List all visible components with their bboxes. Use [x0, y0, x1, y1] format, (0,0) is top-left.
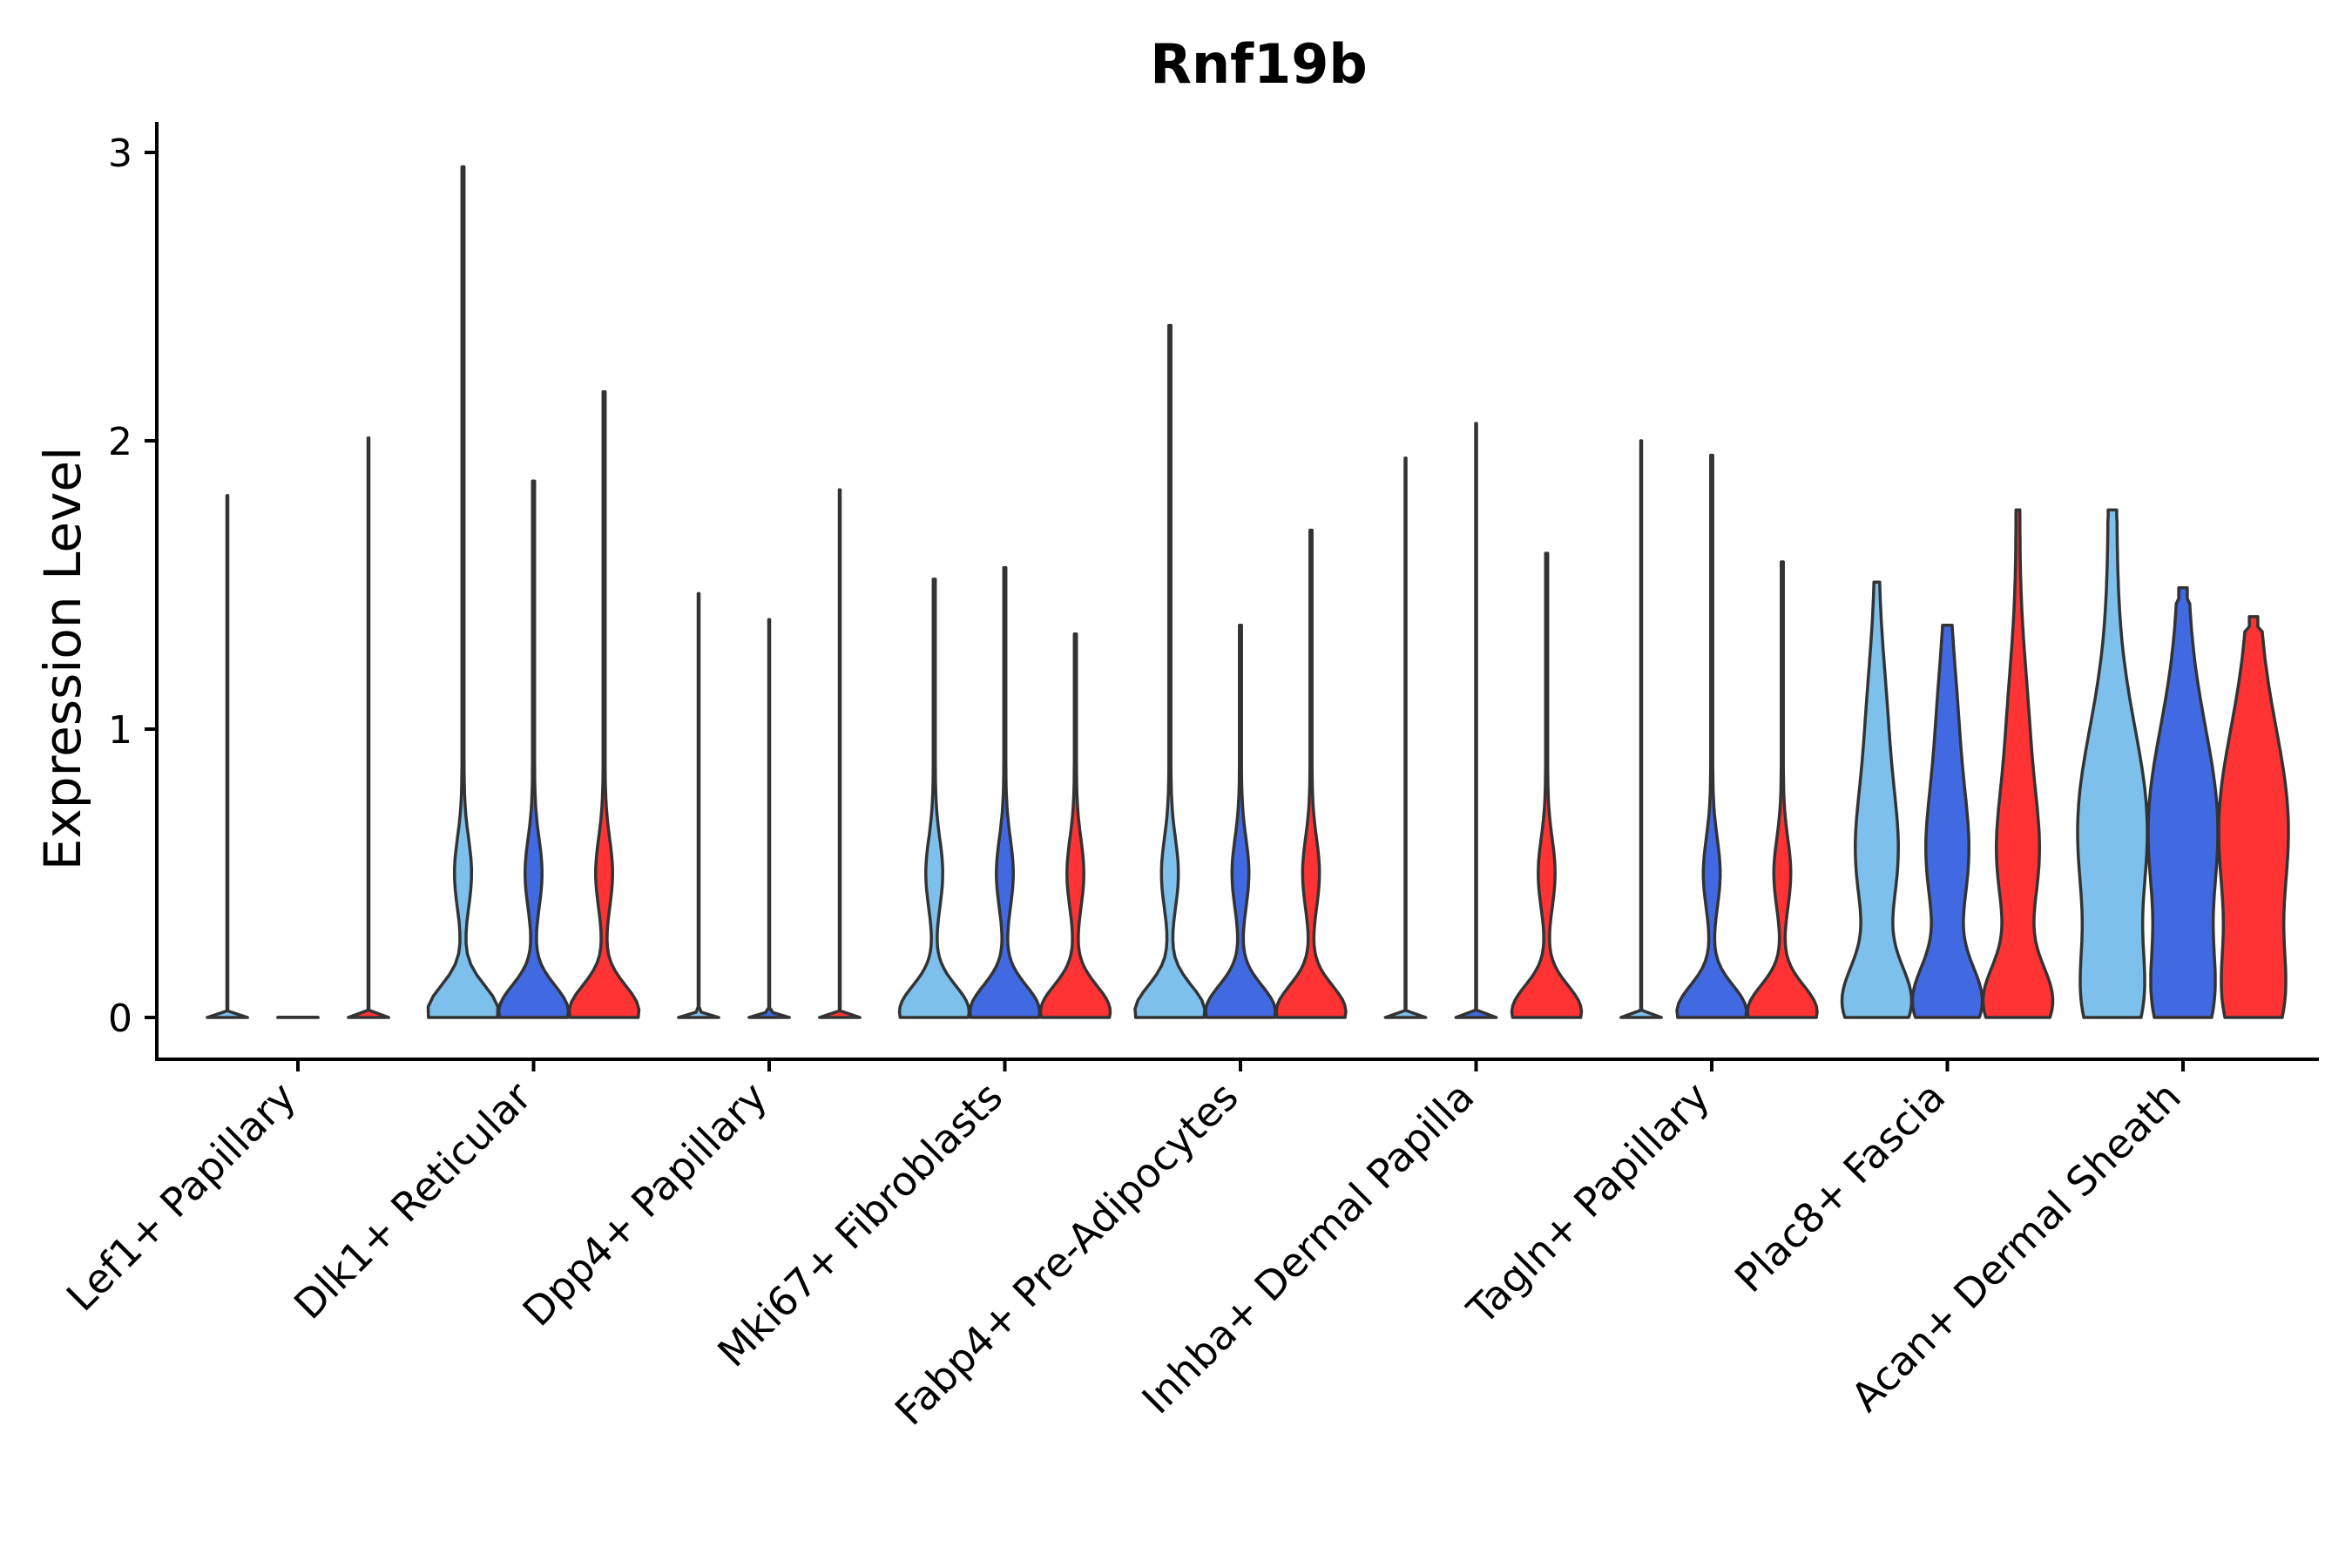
violin-6-group-1 — [1383, 456, 1428, 1019]
violin-2-group-2 — [497, 479, 571, 1019]
violin-5-group-3 — [1274, 528, 1348, 1019]
violin-6-group-2 — [1454, 422, 1498, 1019]
violin-5-group-1 — [1133, 323, 1206, 1019]
violin-8-group-1 — [1840, 580, 1914, 1019]
violin-8-group-3 — [1981, 508, 2055, 1019]
violin-8-group-2 — [1910, 624, 1984, 1019]
x-tick-label: Plac8+ Fascia — [1726, 1073, 1954, 1301]
violin-6-group-3 — [1510, 551, 1584, 1019]
violin-3-group-2 — [747, 618, 791, 1019]
x-tick-label: Dlk1+ Reticular — [285, 1073, 540, 1328]
violin-5-group-2 — [1204, 624, 1277, 1019]
violin-7-group-3 — [1746, 560, 1819, 1019]
violin-4-group-2 — [968, 565, 1042, 1019]
violin-7-group-1 — [1619, 439, 1663, 1019]
y-axis: 0 1 2 3 — [108, 132, 157, 1041]
chart-title: Rnf19b — [1150, 32, 1368, 96]
violin-9-group-2 — [2146, 586, 2220, 1019]
violin-9-group-1 — [2076, 508, 2149, 1019]
violin-3-group-3 — [818, 488, 862, 1019]
violin-4-group-3 — [1038, 632, 1112, 1019]
x-tick-label: Tagln+ Papillary — [1457, 1073, 1719, 1335]
y-axis-label: Expression Level — [33, 447, 92, 870]
plot-area — [206, 165, 2290, 1019]
violin-3-group-1 — [677, 591, 720, 1019]
y-tick-label: 3 — [108, 132, 132, 176]
violin-7-group-2 — [1675, 453, 1748, 1019]
y-tick-label: 0 — [108, 997, 132, 1041]
violin-9-group-3 — [2217, 615, 2290, 1019]
violin-2-group-3 — [567, 389, 641, 1019]
violin-4-group-1 — [897, 578, 971, 1019]
y-tick-label: 2 — [108, 420, 132, 464]
y-tick-label: 1 — [108, 708, 132, 753]
violin-2-group-1 — [426, 165, 500, 1019]
violin-1-group-3 — [347, 436, 390, 1019]
x-tick-label: Lef1+ Papillary — [57, 1073, 305, 1321]
x-tick-label: Dpp4+ Papillary — [514, 1073, 776, 1335]
violin-1-group-1 — [206, 494, 249, 1019]
